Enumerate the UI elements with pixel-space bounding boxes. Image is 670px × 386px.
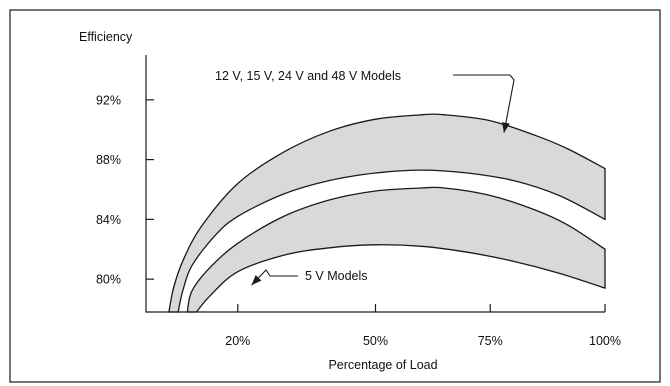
annotation-arrowhead-5v [251, 275, 262, 286]
y-tick-label: 80% [96, 273, 121, 287]
x-tick-label: 75% [478, 334, 503, 348]
x-tick-label: 50% [363, 334, 388, 348]
annotation-leader-5v [251, 269, 298, 286]
efficiency-bands [168, 113, 606, 313]
efficiency-band-1 [168, 113, 606, 313]
annotation-5v: 5 V Models [251, 269, 368, 286]
y-axis-label: Efficiency [79, 30, 133, 44]
y-tick-label: 92% [96, 93, 121, 107]
axes [145, 55, 605, 313]
x-tick-label: 100% [589, 334, 621, 348]
efficiency-band-2 [186, 186, 606, 313]
annotation-label-12v-48v: 12 V, 15 V, 24 V and 48 V Models [215, 69, 401, 83]
y-axis-ticks: 80% 84% 88% 92% [96, 93, 154, 287]
annotation-12v-48v: 12 V, 15 V, 24 V and 48 V Models [215, 69, 515, 133]
annotation-label-5v: 5 V Models [305, 269, 368, 283]
annotation-leader-12v-48v [453, 74, 515, 133]
y-tick-label: 84% [96, 213, 121, 227]
x-axis-ticks: 20% 50% 75% 100% [225, 304, 621, 348]
annotation-arrowhead-12v-48v [502, 122, 510, 133]
x-axis-label: Percentage of Load [328, 358, 437, 372]
y-tick-label: 88% [96, 153, 121, 167]
x-tick-label: 20% [225, 334, 250, 348]
chart-frame [9, 9, 661, 383]
